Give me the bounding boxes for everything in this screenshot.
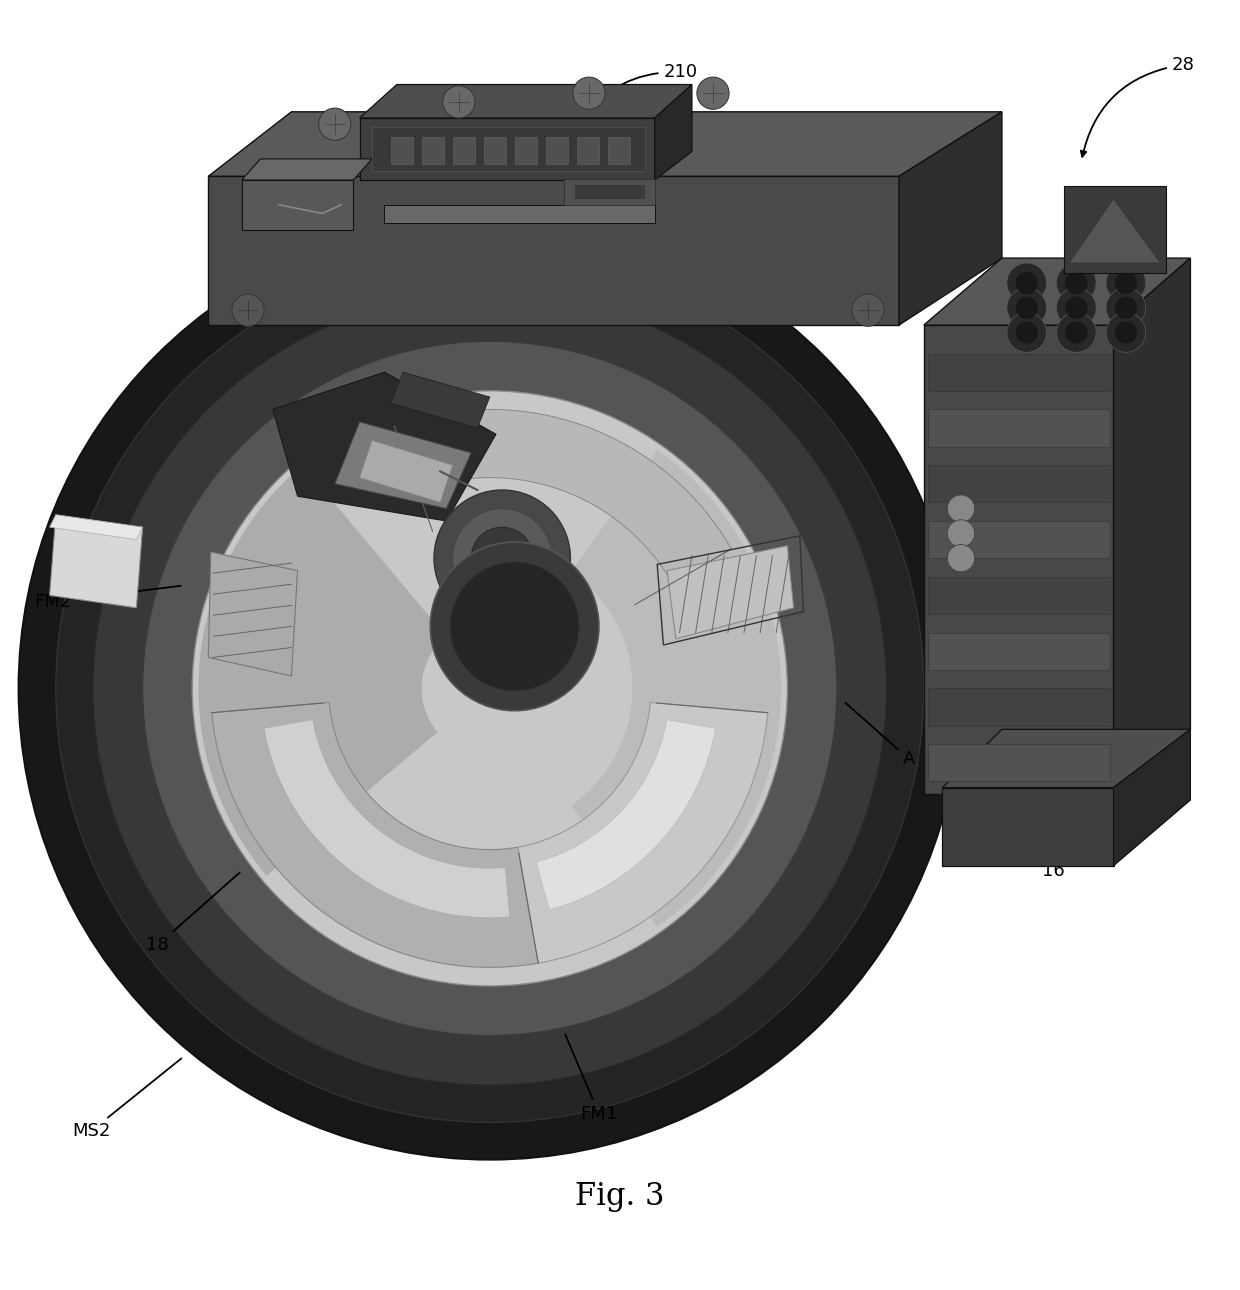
Circle shape	[1115, 272, 1137, 294]
Polygon shape	[928, 744, 1110, 782]
Polygon shape	[273, 373, 496, 521]
Circle shape	[450, 562, 579, 691]
Text: MS2: MS2	[72, 1058, 181, 1140]
Circle shape	[434, 490, 570, 627]
Polygon shape	[655, 85, 692, 181]
Polygon shape	[484, 137, 506, 164]
Polygon shape	[360, 440, 453, 502]
Polygon shape	[360, 85, 692, 117]
Polygon shape	[928, 521, 1110, 559]
Circle shape	[1056, 288, 1096, 328]
Wedge shape	[394, 409, 732, 583]
Circle shape	[852, 294, 884, 326]
Circle shape	[1065, 272, 1087, 294]
Polygon shape	[564, 179, 655, 205]
Polygon shape	[515, 137, 537, 164]
Polygon shape	[928, 577, 1110, 614]
Circle shape	[1016, 321, 1038, 343]
Circle shape	[443, 85, 475, 117]
Circle shape	[1007, 263, 1047, 303]
Polygon shape	[391, 137, 413, 164]
Circle shape	[1115, 321, 1137, 343]
Circle shape	[232, 294, 264, 326]
Circle shape	[1115, 297, 1137, 319]
Polygon shape	[422, 137, 444, 164]
Polygon shape	[372, 126, 645, 172]
Circle shape	[947, 520, 975, 547]
Text: 16: 16	[945, 792, 1064, 880]
Wedge shape	[537, 720, 715, 909]
Circle shape	[1016, 272, 1038, 294]
Circle shape	[1016, 297, 1038, 319]
Polygon shape	[1114, 729, 1190, 866]
Circle shape	[1056, 312, 1096, 352]
Circle shape	[93, 292, 887, 1085]
Circle shape	[1056, 263, 1096, 303]
Polygon shape	[924, 258, 1190, 325]
Text: 18: 18	[146, 872, 239, 955]
Polygon shape	[50, 515, 143, 539]
Polygon shape	[942, 788, 1114, 866]
Polygon shape	[928, 689, 1110, 725]
Circle shape	[1106, 263, 1146, 303]
Polygon shape	[453, 137, 475, 164]
Polygon shape	[574, 183, 645, 199]
Circle shape	[947, 495, 975, 522]
Wedge shape	[572, 450, 781, 928]
Circle shape	[697, 77, 729, 110]
Polygon shape	[667, 546, 794, 639]
Circle shape	[1106, 312, 1146, 352]
Text: Fig. 3: Fig. 3	[575, 1182, 665, 1213]
Circle shape	[573, 77, 605, 110]
Circle shape	[947, 544, 975, 571]
Circle shape	[143, 341, 837, 1036]
Wedge shape	[198, 466, 446, 876]
Polygon shape	[577, 137, 599, 164]
Polygon shape	[928, 466, 1110, 502]
Wedge shape	[264, 720, 510, 917]
Circle shape	[19, 217, 961, 1160]
Polygon shape	[546, 137, 568, 164]
Polygon shape	[942, 729, 1190, 788]
Circle shape	[192, 391, 787, 986]
Polygon shape	[924, 325, 1114, 793]
Polygon shape	[335, 422, 471, 508]
Polygon shape	[928, 632, 1110, 670]
Circle shape	[471, 528, 533, 590]
Polygon shape	[50, 515, 143, 608]
Wedge shape	[212, 703, 538, 968]
Circle shape	[1065, 321, 1087, 343]
Text: FM2: FM2	[35, 586, 181, 610]
Text: 28: 28	[1081, 55, 1194, 156]
Circle shape	[56, 254, 924, 1122]
Text: 210: 210	[579, 63, 698, 126]
Polygon shape	[242, 159, 372, 181]
Circle shape	[1065, 297, 1087, 319]
Circle shape	[319, 108, 351, 141]
Circle shape	[1007, 288, 1047, 328]
Circle shape	[430, 542, 599, 711]
Polygon shape	[928, 409, 1110, 446]
Polygon shape	[1064, 186, 1166, 273]
Wedge shape	[518, 703, 768, 964]
Polygon shape	[1114, 258, 1190, 793]
Polygon shape	[391, 373, 490, 428]
Polygon shape	[608, 137, 630, 164]
Polygon shape	[928, 353, 1110, 391]
Polygon shape	[899, 112, 1002, 325]
Circle shape	[1106, 288, 1146, 328]
Polygon shape	[384, 205, 655, 223]
Polygon shape	[208, 177, 899, 325]
Polygon shape	[208, 112, 1002, 177]
Circle shape	[1007, 312, 1047, 352]
Text: FM1: FM1	[565, 1035, 618, 1122]
Polygon shape	[360, 117, 655, 181]
Polygon shape	[208, 552, 298, 676]
Polygon shape	[242, 181, 353, 230]
Polygon shape	[1069, 199, 1161, 263]
Circle shape	[453, 508, 552, 608]
Text: A: A	[846, 703, 915, 768]
